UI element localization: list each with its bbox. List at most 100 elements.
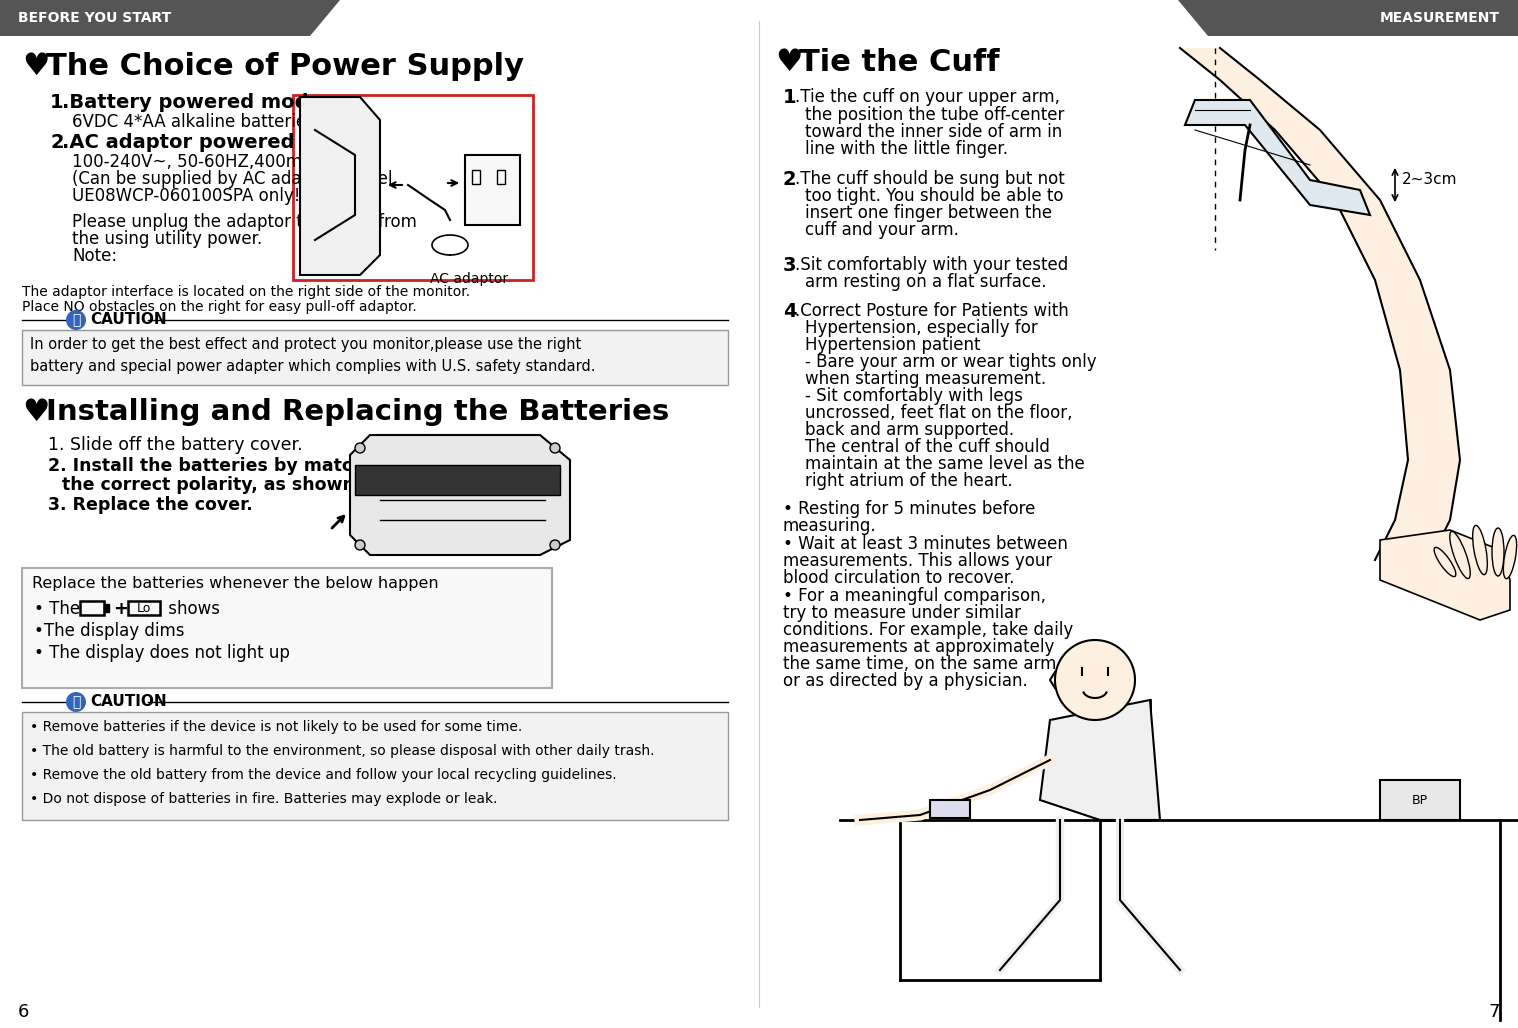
Text: • Resting for 5 minutes before: • Resting for 5 minutes before — [783, 500, 1035, 518]
Text: .Correct Posture for Patients with: .Correct Posture for Patients with — [795, 302, 1069, 320]
Text: • Remove the old battery from the device and follow your local recycling guideli: • Remove the old battery from the device… — [30, 768, 616, 782]
Ellipse shape — [1435, 547, 1456, 577]
Bar — [80, 601, 105, 615]
Text: .AC adaptor powered mode:: .AC adaptor powered mode: — [62, 133, 370, 152]
Text: BP: BP — [1412, 794, 1428, 807]
Text: measuring.: measuring. — [783, 517, 876, 535]
Circle shape — [550, 443, 560, 453]
Ellipse shape — [1450, 531, 1471, 579]
Text: 7: 7 — [1489, 1003, 1500, 1021]
Text: cuff and your arm.: cuff and your arm. — [805, 221, 959, 238]
Text: back and arm supported.: back and arm supported. — [805, 421, 1014, 439]
Text: • Wait at least 3 minutes between: • Wait at least 3 minutes between — [783, 535, 1067, 553]
Text: Please unplug the adaptor to depart from: Please unplug the adaptor to depart from — [71, 213, 417, 231]
Text: Note:: Note: — [71, 247, 117, 265]
Bar — [1380, 780, 1460, 820]
Text: 4: 4 — [783, 302, 797, 321]
Text: Lo: Lo — [137, 601, 152, 615]
Text: the correct polarity, as shown.: the correct polarity, as shown. — [62, 476, 361, 494]
Text: • Remove batteries if the device is not likely to be used for some time.: • Remove batteries if the device is not … — [30, 720, 522, 734]
Text: CAUTION: CAUTION — [90, 313, 167, 328]
Text: or as directed by a physician.: or as directed by a physician. — [783, 672, 1028, 690]
Polygon shape — [0, 0, 340, 36]
Text: 1. Slide off the battery cover.: 1. Slide off the battery cover. — [49, 436, 302, 454]
Polygon shape — [1380, 530, 1510, 620]
Text: maintain at the same level as the: maintain at the same level as the — [805, 455, 1085, 473]
Text: • The display does not light up: • The display does not light up — [33, 644, 290, 662]
Polygon shape — [351, 435, 569, 555]
Bar — [355, 465, 560, 495]
Text: MEASUREMENT: MEASUREMENT — [1380, 11, 1500, 25]
Bar — [465, 155, 521, 225]
Bar — [931, 800, 970, 818]
Text: - Sit comfortably with legs: - Sit comfortably with legs — [805, 387, 1023, 405]
Text: CAUTION: CAUTION — [90, 695, 167, 709]
Text: .The cuff should be sung but not: .The cuff should be sung but not — [795, 170, 1064, 188]
Ellipse shape — [1503, 536, 1516, 579]
Text: .Sit comfortably with your tested: .Sit comfortably with your tested — [795, 256, 1069, 274]
Text: (Can be supplied by AC adaptor model: (Can be supplied by AC adaptor model — [71, 170, 393, 188]
Bar — [21, 330, 729, 386]
Text: Replace the batteries whenever the below happen: Replace the batteries whenever the below… — [32, 576, 439, 591]
Text: ♥: ♥ — [776, 48, 803, 77]
Text: 2. Install the batteries by matching: 2. Install the batteries by matching — [49, 457, 395, 475]
Text: when starting measurement.: when starting measurement. — [805, 370, 1046, 388]
Text: • The old battery is harmful to the environment, so please disposal with other d: • The old battery is harmful to the envi… — [30, 744, 654, 758]
Text: ♥: ♥ — [21, 398, 50, 427]
Text: Hypertension, especially for: Hypertension, especially for — [805, 319, 1038, 337]
Circle shape — [1055, 640, 1135, 720]
Text: shows: shows — [162, 600, 220, 618]
Text: .Tie the cuff on your upper arm,: .Tie the cuff on your upper arm, — [795, 88, 1060, 106]
Bar — [128, 601, 159, 615]
Text: .Battery powered mode:: .Battery powered mode: — [62, 93, 329, 112]
Text: ♥: ♥ — [21, 52, 50, 81]
Ellipse shape — [1472, 525, 1488, 575]
Ellipse shape — [1492, 528, 1504, 576]
Text: 1: 1 — [50, 93, 64, 112]
Text: Ⓒ: Ⓒ — [71, 313, 80, 327]
Text: The central of the cuff should: The central of the cuff should — [805, 438, 1050, 456]
Text: The Choice of Power Supply: The Choice of Power Supply — [46, 52, 524, 81]
Text: Ⓒ: Ⓒ — [71, 695, 80, 709]
Circle shape — [550, 540, 560, 550]
Text: right atrium of the heart.: right atrium of the heart. — [805, 472, 1013, 490]
Bar — [105, 604, 109, 612]
Text: uncrossed, feet flat on the floor,: uncrossed, feet flat on the floor, — [805, 404, 1073, 423]
Text: Hypertension patient: Hypertension patient — [805, 336, 981, 354]
Text: arm resting on a flat surface.: arm resting on a flat surface. — [805, 273, 1046, 291]
Text: 2: 2 — [783, 170, 797, 189]
Bar — [293, 95, 533, 280]
Text: Installing and Replacing the Batteries: Installing and Replacing the Batteries — [46, 398, 669, 426]
Text: 2~3cm: 2~3cm — [1403, 173, 1457, 187]
Text: •The display dims: •The display dims — [33, 622, 185, 640]
Text: try to measure under similar: try to measure under similar — [783, 604, 1022, 622]
Text: • The: • The — [33, 600, 85, 618]
Text: • Do not dispose of batteries in fire. Batteries may explode or leak.: • Do not dispose of batteries in fire. B… — [30, 792, 498, 806]
Polygon shape — [1040, 700, 1160, 820]
Text: 1: 1 — [783, 88, 797, 107]
Text: the using utility power.: the using utility power. — [71, 230, 263, 248]
Bar — [21, 568, 553, 688]
Text: line with the little finger.: line with the little finger. — [805, 140, 1008, 158]
Text: +: + — [112, 600, 128, 618]
Text: insert one finger between the: insert one finger between the — [805, 204, 1052, 222]
Polygon shape — [301, 97, 380, 276]
Text: • For a meaningful comparison,: • For a meaningful comparison, — [783, 587, 1046, 605]
Text: the position the tube off-center: the position the tube off-center — [805, 106, 1064, 124]
Text: 6VDC 4*AA alkaline batteries: 6VDC 4*AA alkaline batteries — [71, 113, 314, 131]
Text: 2: 2 — [50, 133, 64, 152]
Text: too tight. You should be able to: too tight. You should be able to — [805, 187, 1064, 205]
Text: In order to get the best effect and protect you monitor,please use the right
bat: In order to get the best effect and prot… — [30, 337, 595, 373]
Circle shape — [65, 692, 87, 712]
Text: the same time, on the same arm,: the same time, on the same arm, — [783, 655, 1061, 673]
Circle shape — [65, 310, 87, 330]
Circle shape — [355, 443, 364, 453]
Text: AC adaptor: AC adaptor — [430, 272, 509, 286]
Polygon shape — [1186, 100, 1371, 215]
Bar — [496, 170, 505, 184]
Text: 3: 3 — [783, 256, 797, 276]
Polygon shape — [1178, 0, 1518, 36]
Text: blood circulation to recover.: blood circulation to recover. — [783, 570, 1014, 587]
Text: 6: 6 — [18, 1003, 29, 1021]
Text: measurements. This allows your: measurements. This allows your — [783, 552, 1052, 570]
